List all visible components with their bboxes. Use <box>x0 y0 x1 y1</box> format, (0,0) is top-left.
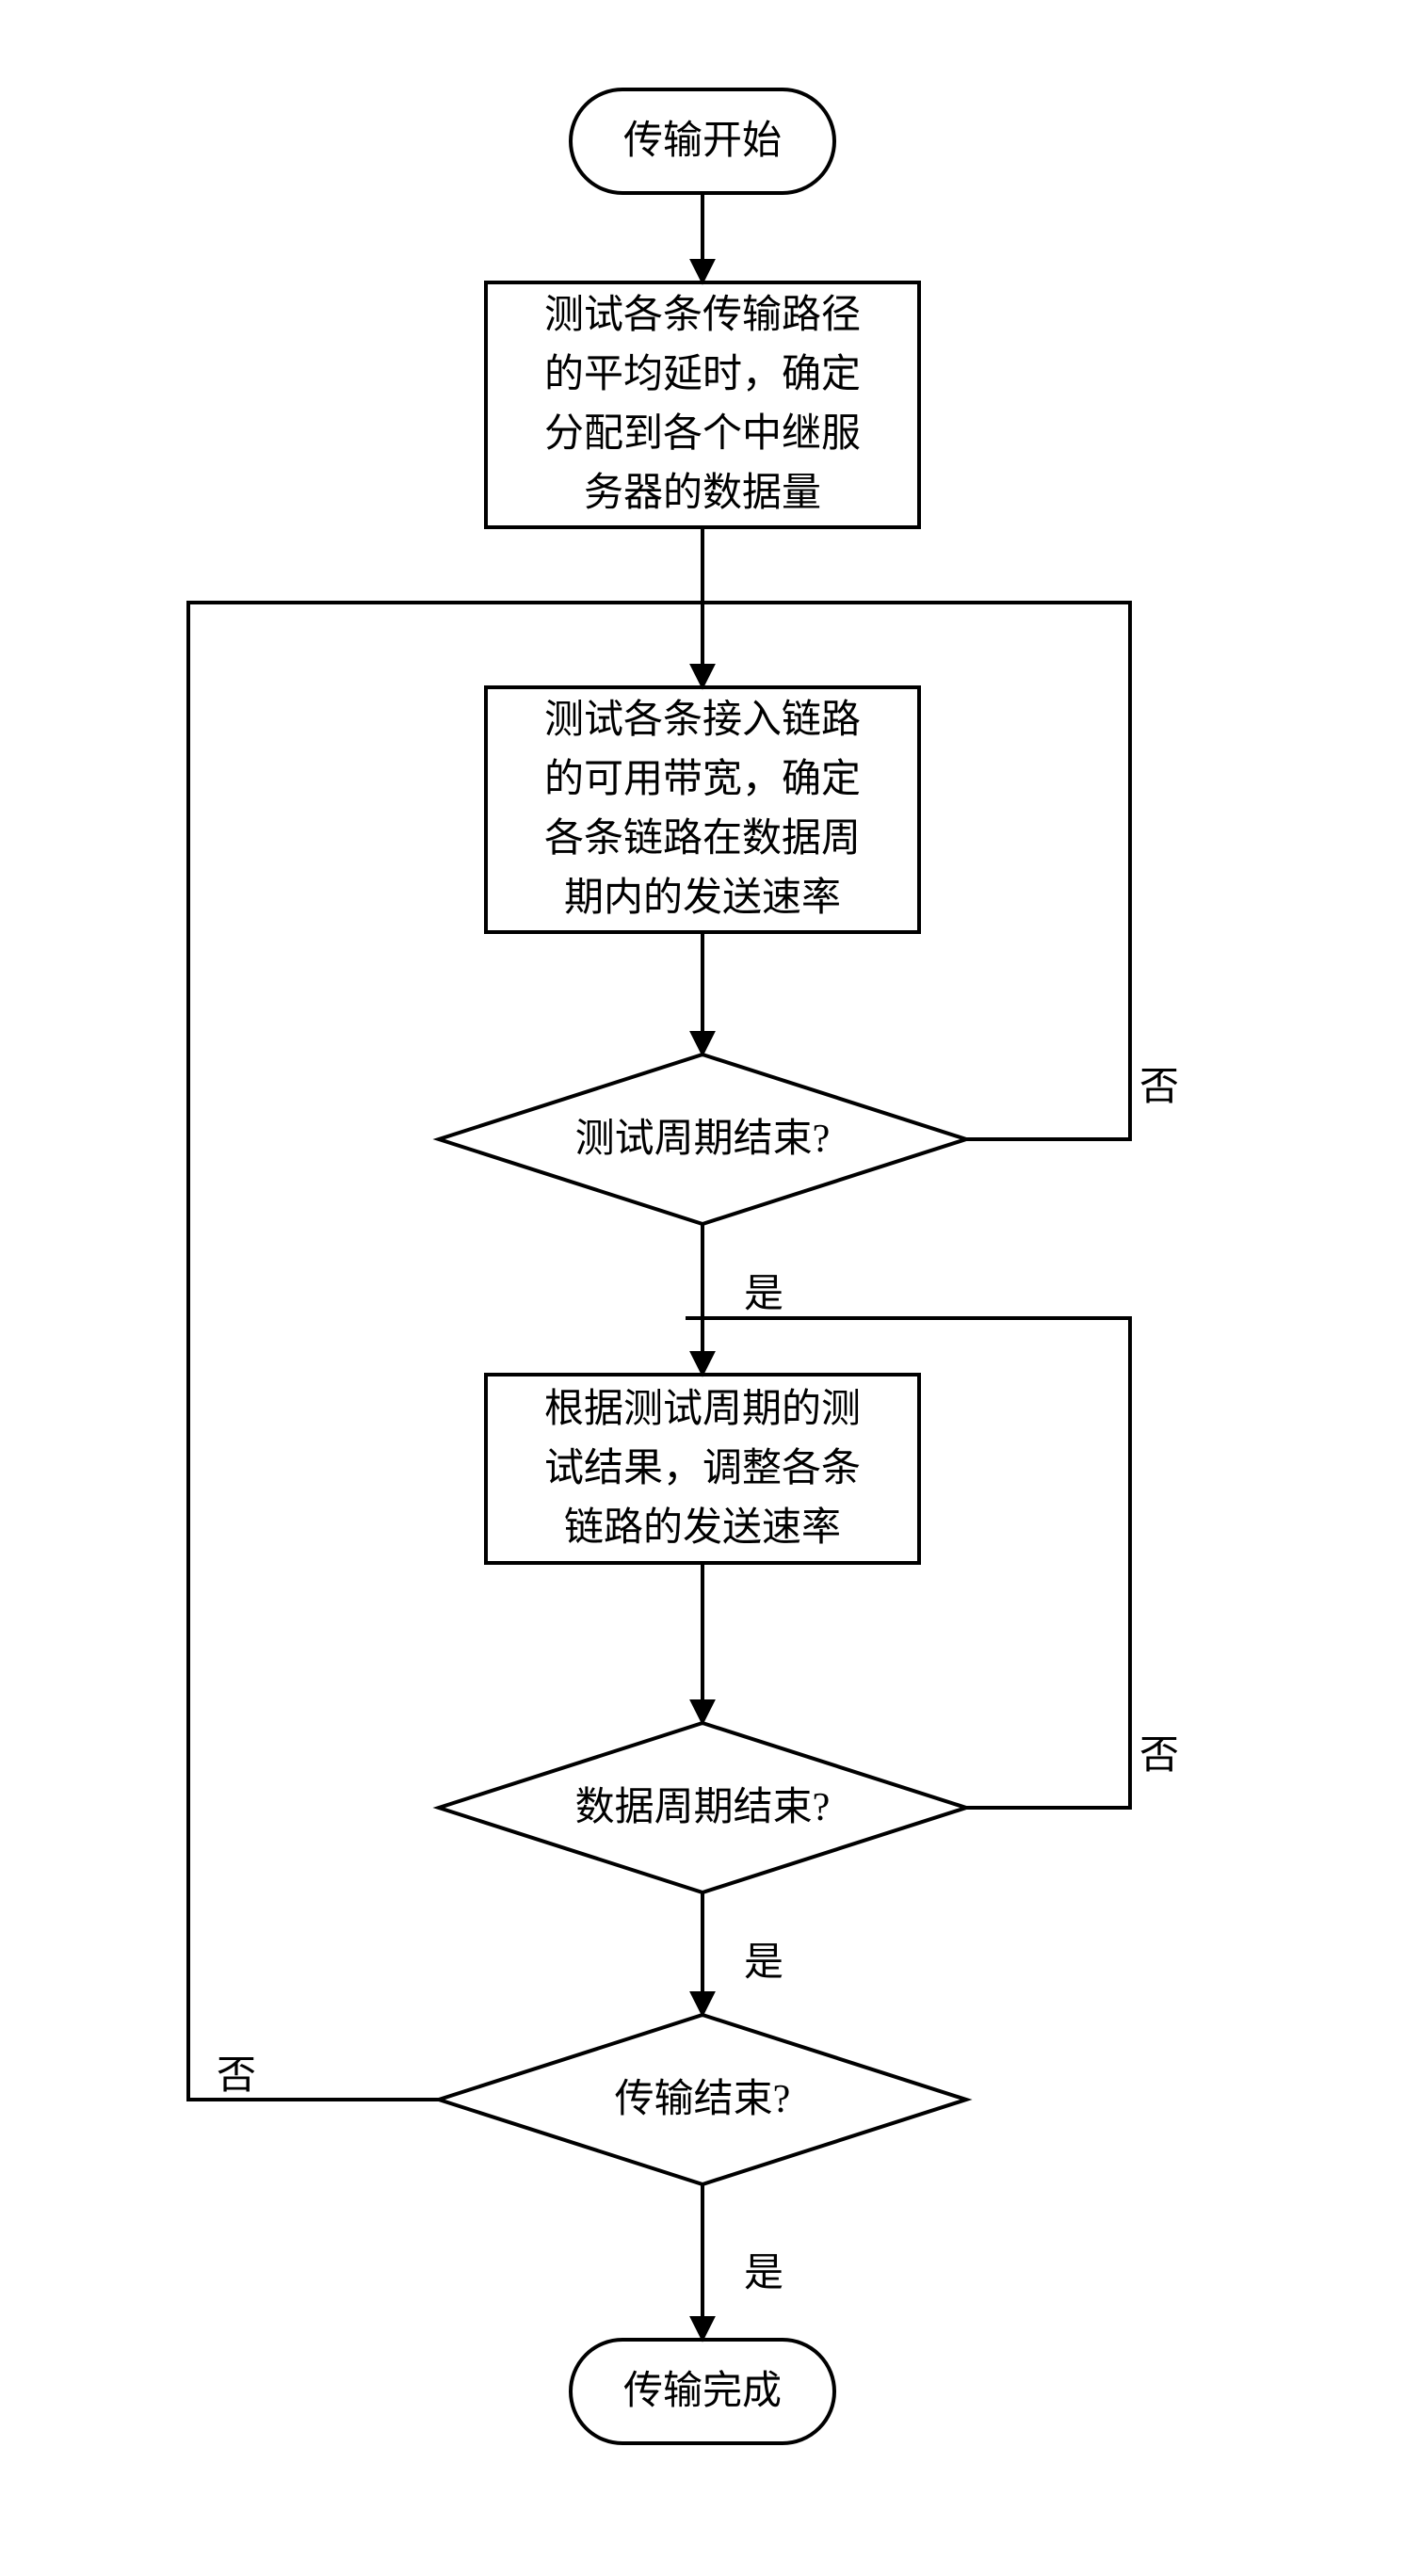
edge-label-5: 是 <box>744 1940 819 1987</box>
edge-label-7: 否 <box>1139 1064 1215 1111</box>
node-label-d1: 测试周期结束? <box>439 1055 966 1224</box>
node-label-p3: 根据测试周期的测 试结果，调整各条 链路的发送速率 <box>486 1375 919 1563</box>
node-label-start: 传输开始 <box>571 89 834 193</box>
node-label-end: 传输完成 <box>571 2340 834 2443</box>
node-label-d2: 数据周期结束? <box>439 1723 966 1892</box>
node-label-d3: 传输结束? <box>439 2015 966 2184</box>
node-label-p1: 测试各条传输路径 的平均延时，确定 分配到各个中继服 务器的数据量 <box>486 282 919 527</box>
edge-label-9: 否 <box>217 2053 292 2100</box>
edge-label-8: 否 <box>1139 1732 1215 1779</box>
edge-label-3: 是 <box>744 1271 819 1318</box>
node-label-p2: 测试各条接入链路 的可用带宽，确定 各条链路在数据周 期内的发送速率 <box>486 687 919 932</box>
edge-label-6: 是 <box>744 2250 819 2297</box>
